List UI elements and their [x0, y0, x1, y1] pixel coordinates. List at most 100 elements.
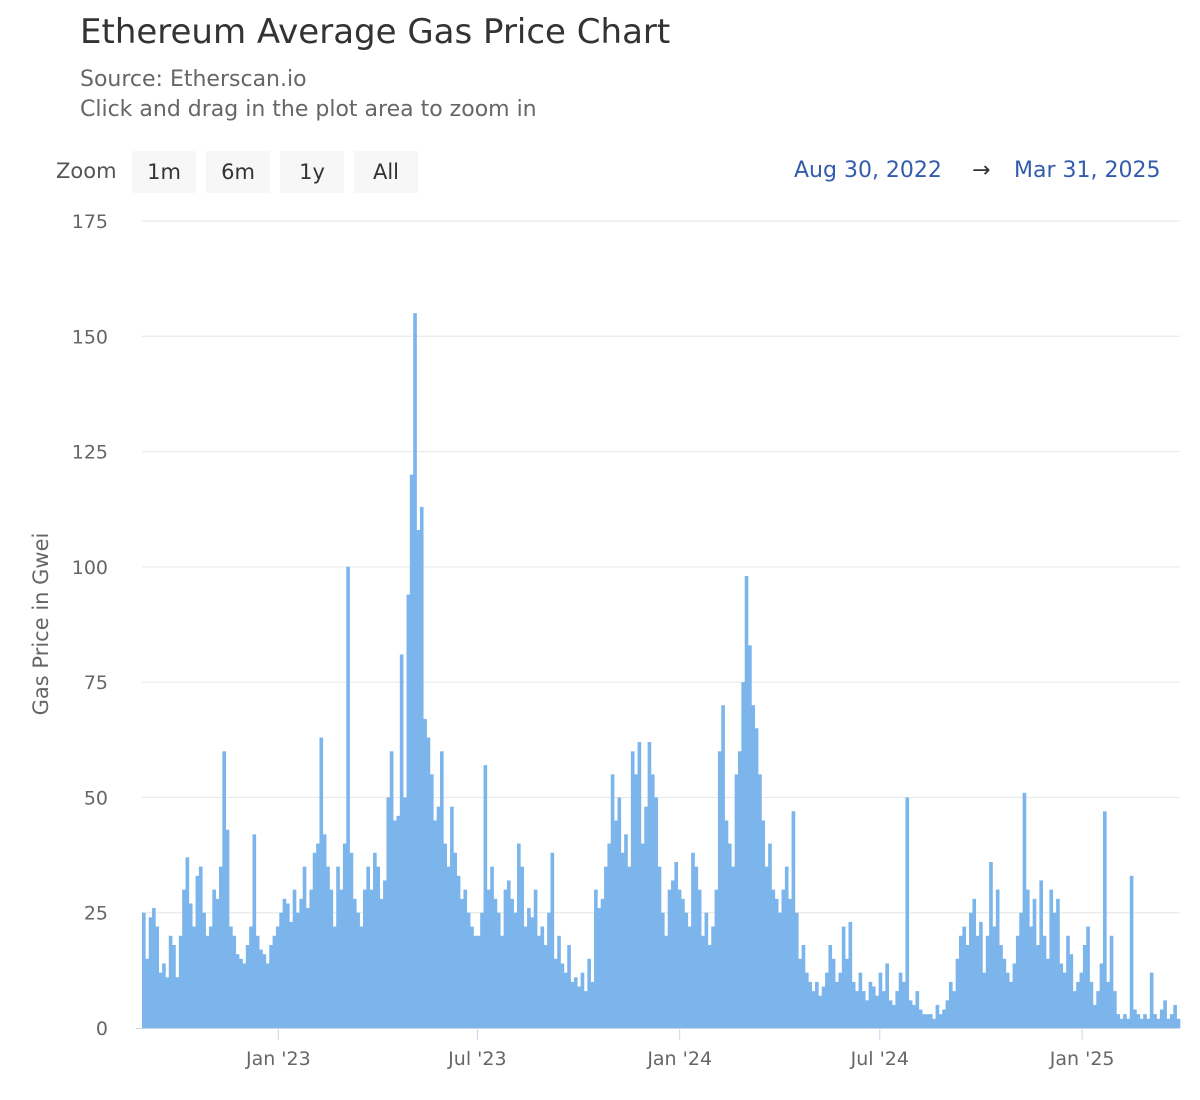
bar [851, 981, 856, 1028]
bar [567, 944, 571, 1028]
bar [587, 958, 591, 1028]
zoom-button[interactable]: All [354, 151, 418, 193]
bar [637, 742, 642, 1028]
bar [661, 912, 665, 1028]
bar [563, 972, 568, 1028]
bar [1092, 1004, 1097, 1028]
zoom-button[interactable]: 1m [132, 151, 196, 193]
bar [332, 926, 337, 1028]
bar [1129, 875, 1134, 1028]
bar [604, 866, 608, 1028]
bar [1005, 972, 1010, 1028]
bar [871, 986, 876, 1028]
bar [681, 898, 685, 1028]
bar [935, 1004, 940, 1028]
bar [835, 981, 839, 1028]
bar [1102, 811, 1107, 1028]
bar [302, 866, 307, 1028]
bar [352, 898, 357, 1028]
range-to[interactable]: Mar 31, 2025 [1014, 158, 1161, 183]
bar [1036, 944, 1040, 1028]
bar [222, 751, 227, 1028]
bar [738, 751, 742, 1028]
bar [553, 958, 558, 1028]
bar [158, 972, 163, 1028]
bar [972, 898, 977, 1028]
bar [975, 935, 980, 1028]
bar [219, 866, 223, 1028]
bar [888, 1000, 893, 1028]
bar [1146, 1018, 1151, 1028]
bar [885, 963, 889, 1028]
bar [322, 834, 327, 1028]
bar [148, 917, 153, 1028]
bar [925, 1014, 930, 1028]
bar [1062, 972, 1067, 1028]
bar [446, 866, 451, 1028]
y-tick-label: 125 [72, 442, 108, 464]
bar [855, 991, 859, 1028]
x-tick-label: Jul '23 [447, 1048, 506, 1070]
bar [1136, 1014, 1141, 1028]
y-tick-label: 75 [84, 672, 108, 694]
bar [1046, 958, 1050, 1028]
bar [1025, 889, 1030, 1028]
bar [483, 765, 488, 1028]
bar [620, 852, 625, 1028]
bar [1096, 991, 1100, 1028]
bar [811, 991, 816, 1028]
bar [466, 912, 471, 1028]
bar [580, 972, 585, 1028]
bar [865, 1000, 869, 1028]
bar [1169, 1014, 1174, 1028]
bar [671, 880, 675, 1028]
bar [630, 751, 635, 1028]
bar [486, 889, 491, 1028]
bar [496, 912, 501, 1028]
bar [1166, 1018, 1171, 1028]
x-tick-label: Jan '23 [245, 1048, 311, 1070]
x-tick-label: Jul '24 [850, 1048, 909, 1070]
y-tick-label: 150 [72, 326, 108, 348]
bar [902, 981, 906, 1028]
zoom-button[interactable]: 1y [280, 151, 344, 193]
bar [1072, 991, 1077, 1028]
range-from[interactable]: Aug 30, 2022 [794, 158, 942, 183]
bar [396, 815, 401, 1028]
bar [356, 912, 360, 1028]
bar [952, 991, 956, 1028]
bar [754, 728, 759, 1028]
bar [185, 857, 190, 1028]
bar [259, 949, 263, 1028]
bar [751, 705, 756, 1028]
bar [928, 1014, 933, 1028]
bar [948, 981, 953, 1028]
bar [788, 898, 792, 1028]
bar [938, 1014, 943, 1028]
bar [1156, 1018, 1161, 1028]
bar [456, 875, 461, 1028]
bar [336, 866, 340, 1028]
range-arrow: → [972, 158, 991, 183]
bar [687, 926, 692, 1028]
bar [878, 972, 883, 1028]
bar [694, 866, 699, 1028]
bar [557, 935, 561, 1028]
bar [165, 977, 170, 1028]
zoom-button[interactable]: 6m [206, 151, 270, 193]
bar [547, 912, 551, 1028]
bar [1059, 963, 1064, 1028]
bar [774, 898, 779, 1028]
bar [724, 820, 729, 1028]
y-tick-label: 175 [72, 211, 108, 233]
bar [342, 843, 347, 1028]
bar [1039, 880, 1044, 1028]
bar [748, 645, 752, 1028]
bar [319, 737, 324, 1028]
bar [1106, 981, 1110, 1028]
bar [329, 889, 334, 1028]
bar [309, 889, 314, 1028]
x-tick-label: Jan '24 [646, 1048, 712, 1070]
bar [212, 889, 216, 1028]
bar [142, 912, 146, 1028]
